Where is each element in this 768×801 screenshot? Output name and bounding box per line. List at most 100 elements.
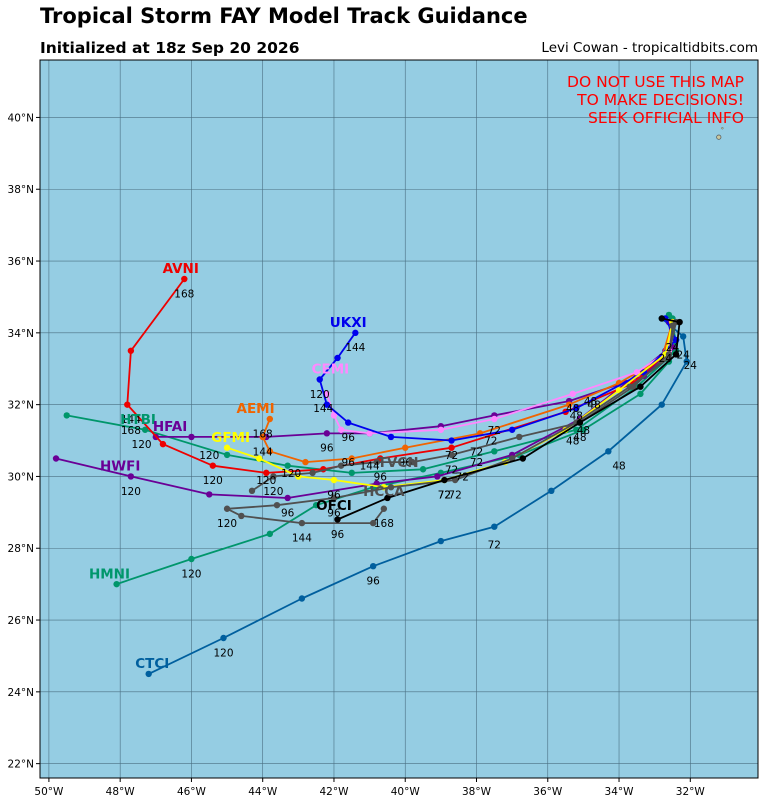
track-point: [387, 433, 395, 441]
forecast-hour-label: 168: [374, 518, 394, 530]
model-name-label: HWFI: [100, 459, 140, 475]
lon-tick-label: 36°W: [533, 786, 563, 798]
lon-tick-label: 34°W: [605, 786, 635, 798]
track-line: [148, 317, 688, 675]
forecast-hour-label: 72: [488, 540, 501, 552]
track-point: [630, 383, 637, 390]
forecast-hour-label: 120: [132, 439, 152, 451]
model-name-label: AVNI: [163, 261, 199, 277]
lat-tick-label: 26°N: [8, 615, 34, 627]
track-point: [434, 473, 441, 480]
forecast-hour-label: 48: [577, 425, 590, 437]
track-point: [316, 376, 323, 383]
track-point: [284, 462, 291, 469]
track-point: [330, 476, 338, 484]
model-name-label: HCCA: [363, 484, 405, 500]
track-point: [519, 455, 527, 462]
track-point: [323, 401, 331, 408]
forecast-hour-label: 48: [570, 410, 583, 422]
forecast-hour-label: 144: [253, 446, 273, 458]
forecast-hour-label: 96: [331, 529, 345, 541]
forecast-hour-label: 120: [213, 647, 233, 659]
forecast-hour-label: 120: [256, 475, 276, 487]
track-point: [683, 358, 690, 365]
warning-line: TO MAKE DECISIONS!: [576, 91, 744, 109]
lat-tick-label: 40°N: [8, 112, 34, 124]
init-time: Initialized at 18z Sep 20 2026: [40, 39, 300, 57]
track-ofci: [334, 315, 683, 523]
track-point: [448, 437, 455, 444]
track-point: [298, 519, 306, 527]
track-point: [569, 390, 576, 398]
track-point: [491, 448, 498, 455]
ocean-area: [40, 60, 758, 778]
track-point: [266, 448, 274, 455]
track-point: [330, 412, 338, 419]
model-name-label: OFCI: [316, 498, 352, 514]
forecast-hour-label: 144: [121, 414, 141, 426]
track-point: [263, 469, 270, 477]
island-marker: [721, 127, 724, 130]
track-cemi: [323, 318, 676, 437]
track-point: [548, 487, 555, 494]
lat-lon-grid: [40, 60, 758, 778]
track-point: [223, 451, 231, 459]
forecast-hour-label: 144: [345, 342, 365, 354]
track-point: [209, 462, 217, 469]
track-point: [605, 448, 612, 455]
forecast-hour-label: 72: [470, 457, 483, 469]
track-point: [188, 555, 195, 563]
track-point: [573, 405, 580, 412]
track-point: [672, 351, 680, 358]
track-point: [508, 426, 516, 433]
track-point: [679, 333, 687, 340]
lon-tick-label: 42°W: [319, 786, 349, 798]
island-marker: [716, 134, 722, 140]
forecast-hour-label: 168: [174, 288, 194, 300]
track-tvcn: [248, 318, 680, 494]
lon-tick-label: 38°W: [462, 786, 492, 798]
track-point: [387, 484, 395, 491]
forecast-hour-label: 168: [121, 425, 141, 437]
forecast-hour-label: 96: [327, 507, 341, 519]
track-point: [366, 430, 373, 437]
track-point: [345, 419, 352, 426]
forecast-hour-label: 120: [203, 475, 223, 487]
track-point: [159, 440, 167, 448]
forecast-hour-label: 72: [438, 489, 451, 501]
track-point: [373, 458, 380, 466]
track-point: [223, 444, 231, 451]
track-point: [127, 347, 135, 354]
track-point: [633, 369, 641, 376]
track-point: [573, 426, 580, 433]
lat-tick-label: 36°N: [8, 256, 34, 268]
model-name-label: HTBI: [120, 412, 156, 428]
track-line: [251, 321, 677, 492]
lon-tick-label: 32°W: [676, 786, 706, 798]
track-point: [448, 444, 455, 451]
forecast-hour-label: 144: [360, 461, 380, 473]
track-point: [238, 512, 245, 520]
track-point: [52, 455, 60, 462]
forecast-hour-label: 168: [253, 428, 273, 440]
track-point: [223, 505, 231, 512]
track-point: [141, 426, 149, 433]
track-line: [325, 321, 674, 435]
track-point: [145, 670, 152, 678]
forecast-hour-label: 96: [342, 457, 356, 469]
lat-tick-label: 24°N: [8, 687, 34, 699]
track-point: [302, 458, 309, 466]
warning-line: SEEK OFFICIAL INFO: [588, 109, 744, 127]
track-point: [220, 634, 227, 642]
track-point: [637, 390, 644, 398]
credit-text: Levi Cowan - tropicaltidbits.com: [541, 40, 758, 56]
forecast-hour-label: 120: [217, 518, 237, 530]
track-point: [248, 487, 256, 494]
track-point: [298, 595, 306, 602]
track-point: [323, 430, 331, 437]
track-point: [369, 562, 377, 570]
forecast-hour-label: 48: [612, 461, 625, 473]
forecast-hour-label: 96: [281, 507, 295, 519]
